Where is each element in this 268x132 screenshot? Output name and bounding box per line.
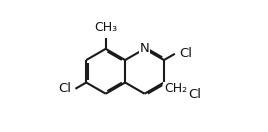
- Text: CH₃: CH₃: [94, 21, 117, 34]
- Text: Cl: Cl: [180, 47, 192, 60]
- Text: Cl: Cl: [188, 88, 202, 101]
- Text: N: N: [140, 42, 150, 55]
- Text: CH₂: CH₂: [164, 82, 187, 95]
- Text: Cl: Cl: [58, 82, 71, 95]
